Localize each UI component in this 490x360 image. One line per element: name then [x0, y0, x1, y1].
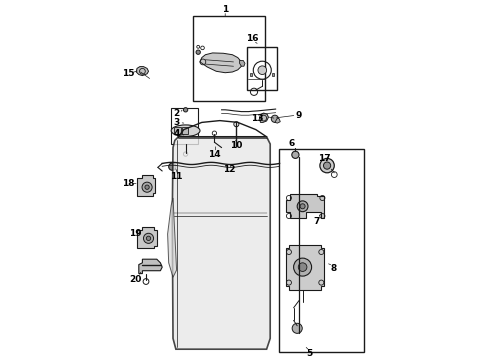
- Circle shape: [292, 151, 299, 158]
- Text: 16: 16: [246, 34, 258, 43]
- Circle shape: [183, 108, 188, 112]
- Text: 19: 19: [129, 230, 142, 239]
- Polygon shape: [172, 137, 270, 349]
- Circle shape: [169, 163, 176, 170]
- Text: 1: 1: [222, 4, 228, 13]
- Circle shape: [323, 162, 331, 169]
- Polygon shape: [259, 113, 269, 122]
- Circle shape: [258, 66, 267, 75]
- Circle shape: [297, 201, 308, 212]
- Text: 14: 14: [208, 150, 220, 158]
- Text: 6: 6: [289, 139, 295, 148]
- Text: 9: 9: [296, 111, 302, 120]
- Bar: [182, 127, 189, 134]
- Text: 15: 15: [122, 69, 134, 78]
- Circle shape: [147, 236, 151, 240]
- Text: 8: 8: [330, 264, 336, 273]
- Text: 4: 4: [173, 129, 180, 138]
- Circle shape: [144, 233, 153, 243]
- Circle shape: [196, 50, 200, 54]
- Bar: [247, 47, 277, 90]
- Polygon shape: [139, 259, 162, 274]
- Polygon shape: [137, 227, 157, 248]
- Polygon shape: [137, 175, 155, 196]
- Bar: [171, 108, 198, 144]
- Polygon shape: [275, 118, 280, 123]
- Polygon shape: [286, 194, 324, 218]
- Text: 13: 13: [251, 114, 264, 123]
- Bar: [193, 16, 265, 101]
- Text: 7: 7: [314, 217, 320, 226]
- Circle shape: [320, 158, 334, 173]
- Polygon shape: [240, 60, 245, 66]
- Bar: [279, 149, 364, 352]
- Circle shape: [300, 204, 305, 209]
- Circle shape: [294, 258, 312, 276]
- Text: 2: 2: [173, 109, 180, 118]
- Polygon shape: [250, 73, 252, 76]
- Text: 5: 5: [307, 349, 313, 358]
- Ellipse shape: [171, 125, 200, 136]
- Circle shape: [292, 323, 302, 333]
- Text: 3: 3: [173, 118, 180, 127]
- Text: 18: 18: [122, 179, 134, 188]
- Circle shape: [145, 185, 149, 189]
- Text: 20: 20: [129, 274, 142, 284]
- Polygon shape: [286, 245, 324, 290]
- Polygon shape: [200, 53, 242, 73]
- Circle shape: [271, 115, 278, 122]
- Polygon shape: [272, 73, 274, 76]
- Circle shape: [142, 182, 152, 192]
- Text: 17: 17: [318, 154, 331, 163]
- Circle shape: [298, 263, 307, 271]
- Text: 10: 10: [230, 141, 242, 150]
- Text: 11: 11: [171, 172, 183, 181]
- Polygon shape: [168, 198, 176, 277]
- Polygon shape: [136, 67, 148, 76]
- Bar: [174, 127, 181, 134]
- Text: 12: 12: [222, 165, 235, 174]
